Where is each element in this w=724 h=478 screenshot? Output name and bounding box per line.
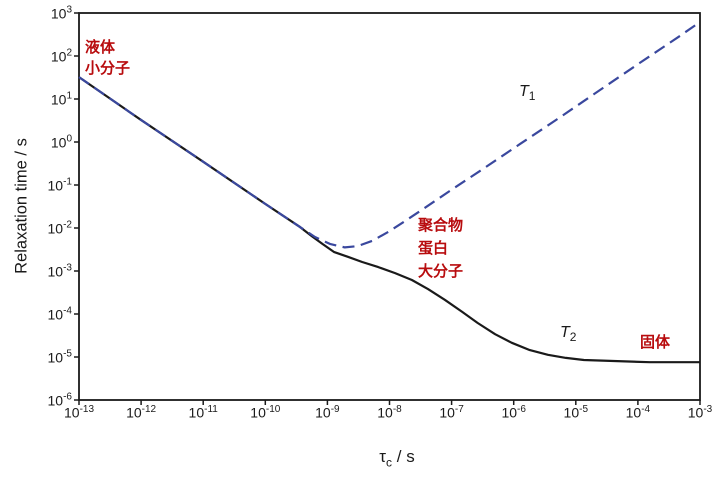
x-axis-unit: / s (392, 447, 415, 466)
t1-label-subscript: 1 (528, 89, 536, 104)
annotation-solid-line1: 固体 (640, 334, 671, 351)
annotation-liquid-line2: 小分子 (85, 60, 131, 77)
y-tick-label: 10-6 (47, 391, 72, 409)
x-tick-label: 10-9 (315, 404, 340, 421)
y-tick-label: 100 (50, 133, 72, 151)
x-tick-label: 10-4 (625, 404, 651, 421)
t1-curve-label: T1 (519, 83, 535, 103)
x-tick-label: 10-8 (377, 404, 402, 421)
y-tick-label: 10-1 (47, 176, 72, 194)
y-tick-label: 103 (50, 4, 72, 22)
x-tick-label: 10-11 (188, 404, 218, 421)
annotation-liquid-line1: 液体 (85, 39, 116, 56)
x-tick-label: 10-10 (250, 404, 281, 421)
t2-label-base: T (560, 324, 570, 341)
x-tick-label: 10-5 (563, 404, 589, 421)
tau-symbol: τ (379, 447, 387, 466)
x-axis-title: τc / s (379, 447, 414, 469)
plot-frame (78, 12, 701, 401)
annotation-polymer-line3: 大分子 (418, 263, 464, 280)
annotation-polymer: 聚合物 蛋白 大分子 (418, 214, 463, 283)
x-tick-label: 10-6 (501, 404, 526, 421)
annotation-polymer-line1: 聚合物 (418, 217, 464, 234)
annotation-polymer-line2: 蛋白 (418, 240, 449, 257)
x-tick-label: 10-13 (63, 404, 95, 421)
curve-T2 (78, 76, 700, 364)
y-tick-label: 101 (50, 90, 72, 108)
y-tick-label: 10-5 (47, 348, 72, 366)
x-tick-label: 10-7 (439, 404, 464, 421)
x-tick-label: 10-3 (687, 404, 713, 421)
x-tick-label: 10-12 (126, 404, 157, 421)
t2-curve-label: T2 (560, 324, 576, 344)
annotation-liquid: 液体 小分子 (85, 37, 130, 79)
annotation-solid: 固体 (640, 332, 670, 354)
t1-label-base: T (519, 83, 529, 100)
y-tick-label: 10-2 (47, 219, 72, 237)
y-tick-label: 10-4 (47, 305, 72, 323)
tau-subscript: c (386, 455, 393, 470)
curve-T1 (78, 21, 701, 249)
y-axis-title: Relaxation time / s (12, 138, 31, 274)
y-tick-label: 102 (50, 47, 72, 65)
y-tick-label: 10-3 (47, 262, 72, 280)
t2-label-subscript: 2 (569, 330, 577, 345)
